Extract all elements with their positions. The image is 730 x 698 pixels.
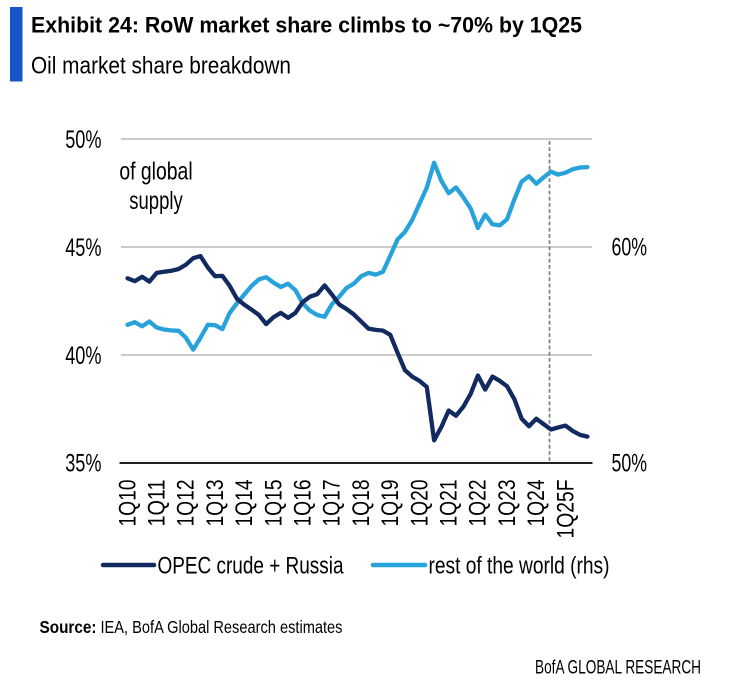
svg-text:1Q12: 1Q12 bbox=[173, 480, 200, 527]
svg-text:1Q25F: 1Q25F bbox=[552, 480, 579, 539]
svg-text:1Q11: 1Q11 bbox=[144, 480, 171, 527]
svg-text:1Q15: 1Q15 bbox=[260, 480, 287, 527]
svg-text:1Q19: 1Q19 bbox=[377, 480, 404, 527]
svg-text:supply: supply bbox=[129, 187, 183, 215]
svg-text:1Q16: 1Q16 bbox=[290, 480, 317, 527]
svg-text:1Q17: 1Q17 bbox=[319, 480, 346, 527]
svg-text:60%: 60% bbox=[612, 234, 648, 262]
svg-text:OPEC crude + Russia: OPEC crude + Russia bbox=[158, 553, 345, 580]
svg-text:rest of the world (rhs): rest of the world (rhs) bbox=[429, 553, 610, 580]
svg-text:1Q18: 1Q18 bbox=[348, 480, 375, 527]
svg-text:50%: 50% bbox=[65, 126, 101, 154]
svg-text:45%: 45% bbox=[65, 234, 101, 262]
svg-text:1Q24: 1Q24 bbox=[523, 480, 550, 527]
svg-text:35%: 35% bbox=[65, 450, 101, 478]
svg-text:1Q23: 1Q23 bbox=[494, 480, 521, 527]
svg-text:40%: 40% bbox=[65, 342, 101, 370]
svg-text:50%: 50% bbox=[612, 450, 648, 478]
svg-text:1Q22: 1Q22 bbox=[465, 480, 492, 527]
svg-text:1Q21: 1Q21 bbox=[436, 480, 463, 527]
svg-text:Source:IEA, BofA Global Resear: Source: IEA, BofA Global Research estimat… bbox=[40, 617, 343, 637]
svg-text:of global: of global bbox=[119, 158, 192, 186]
svg-text:BofA GLOBAL RESEARCH: BofA GLOBAL RESEARCH bbox=[535, 657, 701, 678]
svg-text:1Q10: 1Q10 bbox=[114, 480, 141, 527]
svg-text:Oil market share breakdown: Oil market share breakdown bbox=[31, 52, 291, 79]
svg-text:1Q20: 1Q20 bbox=[406, 480, 433, 527]
svg-text:1Q13: 1Q13 bbox=[202, 480, 229, 527]
svg-text:Exhibit 24: RoW market share c: Exhibit 24: RoW market share climbs to ~… bbox=[31, 13, 582, 38]
svg-text:1Q14: 1Q14 bbox=[231, 480, 258, 527]
